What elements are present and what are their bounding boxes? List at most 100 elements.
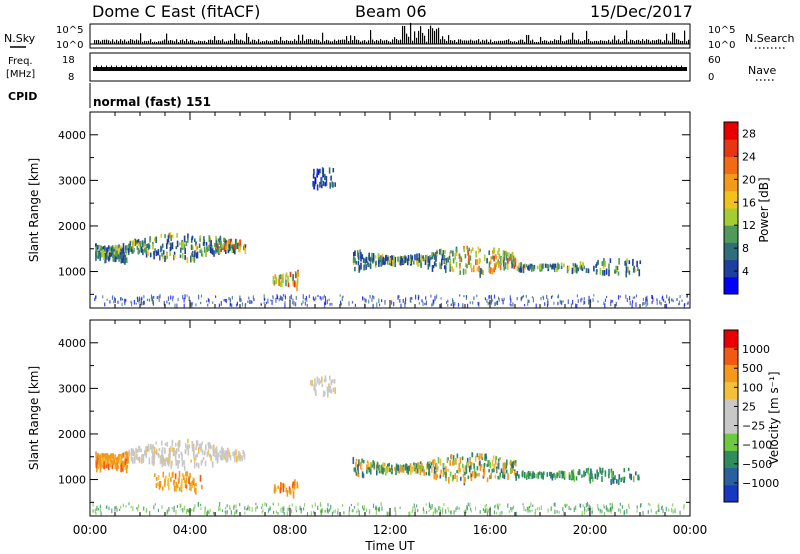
power-ground-cell	[208, 298, 210, 304]
velocity-ground-cell	[435, 509, 437, 515]
velocity-echo-cell	[204, 460, 207, 467]
velocity-ground-cell	[584, 506, 586, 511]
power-ground-cell	[279, 295, 281, 301]
x-tick-label: 08:00	[273, 523, 308, 537]
velocity-echo-cell	[169, 451, 171, 458]
nsky-bar	[324, 41, 326, 44]
power-echo-cell	[512, 263, 514, 267]
power-ground-cell	[642, 297, 644, 301]
power-echo-cell	[184, 255, 186, 260]
velocity-echo-cell	[554, 474, 557, 480]
nave-dot	[626, 65, 627, 67]
nave-dot	[181, 65, 182, 67]
velocity-ground-cell	[327, 503, 329, 507]
nsky-bar	[416, 37, 418, 44]
power-echo-cell	[185, 241, 188, 247]
velocity-echo-cell	[510, 467, 512, 475]
velocity-ground-cell	[486, 507, 488, 513]
power-echo-cell	[171, 242, 174, 250]
velocity-echo-cell	[292, 485, 294, 493]
power-echo-cell	[110, 248, 113, 253]
power-ground-cell	[542, 295, 544, 298]
velocity-echo-cell	[488, 460, 490, 465]
power-ground-cell	[326, 299, 328, 305]
velocity-echo-cell	[499, 457, 501, 461]
velocity-echo-cell	[280, 482, 283, 487]
power-ground-cell	[551, 295, 553, 298]
nave-dot	[536, 65, 537, 67]
nave-dot	[541, 65, 542, 67]
power-ground-cell	[606, 295, 608, 299]
velocity-echo-cell	[112, 458, 115, 464]
velocity-ground-cell	[300, 510, 302, 514]
velocity-ground-cell	[422, 507, 424, 512]
power-echo-cell	[104, 256, 106, 261]
velocity-echo-cell	[105, 459, 107, 465]
velocity-echo-cell	[186, 471, 189, 477]
power-echo-cell	[116, 245, 119, 251]
velocity-echo-cell	[476, 466, 479, 471]
velocity-ground-cell	[470, 507, 472, 511]
velocity-ground-cell	[426, 511, 428, 514]
power-echo-cell	[493, 255, 495, 262]
velocity-ground-cell	[300, 507, 302, 511]
velocity-echo-cell	[187, 438, 189, 444]
velocity-ground-cell	[455, 507, 457, 513]
velocity-echo-cell	[401, 468, 403, 473]
power-echo-cell	[125, 251, 127, 256]
velocity-echo-cell	[421, 462, 423, 469]
velocity-ground-cell	[96, 505, 98, 511]
nsky-bar	[364, 40, 366, 44]
velocity-ground-cell	[628, 506, 630, 509]
power-echo-cell	[452, 268, 455, 273]
power-ground-cell	[488, 295, 490, 300]
velocity-ground-cell	[122, 503, 124, 508]
nave-dot	[446, 65, 447, 67]
velocity-ground-cell	[523, 505, 525, 511]
power-ground-cell	[665, 303, 667, 309]
power-echo-cell	[190, 252, 193, 257]
nave-dot	[191, 65, 192, 67]
velocity-echo-cell	[225, 450, 228, 458]
velocity-echo-cell	[195, 445, 197, 451]
velocity-ground-cell	[408, 511, 410, 517]
velocity-echo-cell	[376, 470, 378, 476]
nave-dot	[521, 65, 522, 67]
nave-dot	[511, 65, 512, 67]
power-echo-cell	[354, 250, 356, 257]
velocity-echo-cell	[604, 470, 607, 477]
power-echo-cell	[215, 248, 218, 253]
velocity-echo-cell	[125, 465, 128, 470]
velocity-ground-cell	[248, 506, 251, 511]
nsky-bar	[246, 33, 248, 44]
power-echo-cell	[427, 264, 430, 270]
nsky-bar	[238, 40, 240, 44]
power-ground-cell	[490, 297, 493, 303]
nave-dot	[396, 65, 397, 67]
nsky-bar	[624, 39, 626, 44]
velocity-echo-cell	[507, 473, 509, 480]
power-echo-cell	[575, 266, 578, 273]
power-echo-cell	[488, 250, 490, 256]
power-echo-cell	[199, 236, 201, 242]
velocity-echo-cell	[125, 468, 128, 474]
power-echo-cell	[165, 256, 167, 260]
power-ground-cell	[580, 298, 582, 303]
velocity-echo-cell	[434, 459, 436, 465]
power-echo-cell	[616, 265, 619, 270]
power-echo-cell	[459, 265, 461, 270]
velocity-echo-cell	[458, 462, 460, 469]
velocity-echo-cell	[478, 456, 480, 460]
velocity-ground-cell	[197, 502, 199, 507]
velocity-echo-cell	[193, 447, 195, 453]
power-ground-cell	[151, 298, 153, 302]
power-echo-cell	[505, 254, 508, 260]
nsky-bar	[304, 40, 306, 44]
power-echo-cell	[528, 264, 530, 271]
velocity-echo-cell	[153, 453, 155, 460]
freq-trace	[93, 67, 687, 71]
nsky-bar	[150, 39, 152, 44]
power-echo-cell	[225, 250, 227, 255]
power-ground-cell	[94, 297, 96, 301]
